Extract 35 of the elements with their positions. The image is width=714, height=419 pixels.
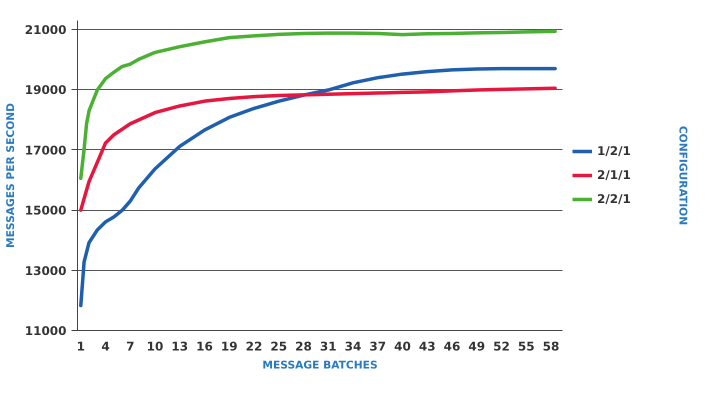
y-tick-label: 17000 [24, 143, 66, 158]
legend-label: 2/1/1 [597, 168, 631, 182]
x-tick-label: 4 [101, 340, 110, 354]
line-series [79, 30, 557, 180]
x-tick-label: 37 [369, 340, 386, 354]
x-tick-label: 46 [444, 340, 460, 354]
x-tick-label: 22 [246, 340, 262, 354]
y-tick-label: 15000 [24, 204, 66, 218]
x-tick-label: 49 [468, 340, 486, 354]
x-tick-label: 10 [146, 340, 164, 354]
x-tick-label: 34 [344, 340, 362, 354]
line-series [79, 66, 557, 308]
legend-label: 2/2/1 [597, 192, 631, 206]
x-tick-label: 13 [171, 340, 188, 354]
legend-title: CONFIGURATION [676, 126, 690, 226]
y-tick-label: 19000 [24, 83, 66, 98]
x-tick-label: 7 [126, 340, 134, 354]
x-tick-label: 43 [418, 340, 436, 354]
x-tick-label: 40 [394, 340, 411, 354]
line-series [79, 86, 557, 212]
y-tick-label: 21000 [24, 23, 66, 38]
x-tick-label: 58 [542, 340, 560, 354]
y-tick-label: 13000 [24, 264, 66, 278]
x-tick-label: 25 [270, 340, 288, 354]
x-axis-title: MESSAGE BATCHES [262, 358, 378, 372]
x-tick-label: 28 [295, 340, 312, 354]
x-tick-label: 55 [518, 340, 535, 354]
y-axis-title: MESSAGES PER SECOND [4, 102, 17, 248]
x-tick-label: 31 [320, 340, 337, 354]
x-tick-label: 52 [493, 340, 510, 354]
legend-label: 1/2/1 [597, 144, 631, 158]
x-tick-label: 16 [196, 340, 213, 354]
x-tick-label: 1 [76, 340, 85, 354]
y-tick-label: 11000 [24, 324, 66, 338]
x-tick-label: 19 [220, 340, 238, 354]
